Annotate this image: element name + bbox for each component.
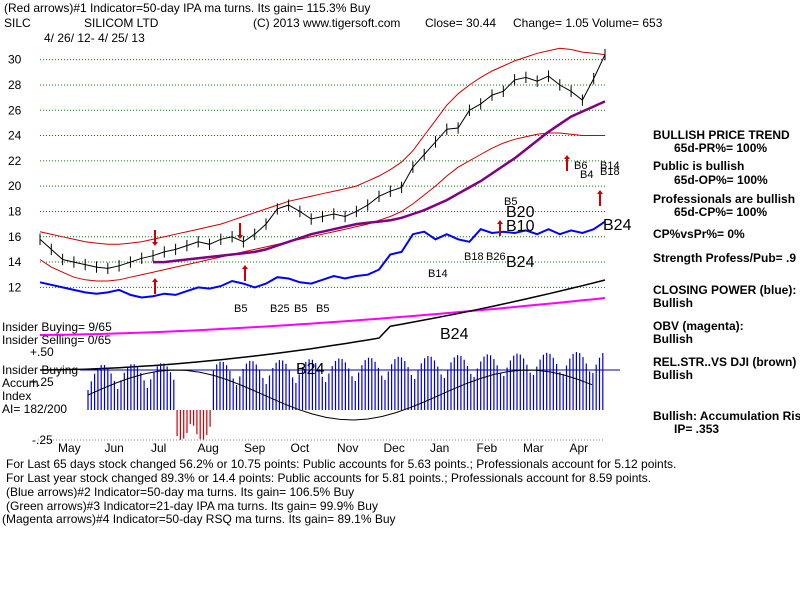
lower-band-line — [39, 132, 605, 282]
annot-b14-right: B14 — [600, 160, 620, 172]
copyright: (C) 2013 www.tigersoft.com — [253, 16, 401, 30]
closing-power-status: Bullish — [653, 296, 694, 310]
obv-label: OBV (magenta): — [653, 319, 744, 333]
change-value: Change= 1.05 — [513, 16, 589, 30]
insider-buying-label: Insider Buying — [2, 363, 79, 377]
accum-label: Accum — [2, 376, 39, 390]
cpvspr-value: CP%vsPr%= 0% — [653, 227, 745, 241]
y-tick-label-24: 24 — [8, 129, 22, 143]
ticker: SILC — [4, 16, 31, 30]
y-tick-label-26: 26 — [8, 103, 22, 117]
obv-line — [39, 297, 606, 336]
footer-line-2: For Last year stock changed 89.3% or 14.… — [6, 471, 652, 485]
x-tick-label-jun: Jun — [105, 441, 124, 455]
ma50-line — [153, 100, 606, 264]
annot-b24-ai: B24 — [296, 361, 325, 378]
upper-band-line — [39, 47, 606, 245]
trend-title: BULLISH PRICE TREND — [653, 128, 790, 142]
x-tick-label-nov: Nov — [337, 441, 358, 455]
close-value: Close= 30.44 — [425, 16, 497, 30]
public-title: Public is bullish — [653, 159, 745, 173]
annot-b10: B10 — [506, 218, 535, 235]
footer-line-4: (Green arrows)#3 Indicator=21-day IPA ma… — [6, 499, 378, 513]
plus-25-label: +.25 — [30, 375, 54, 389]
x-tick-label-dec: Dec — [384, 441, 405, 455]
plus-50-label: +.50 — [30, 345, 54, 359]
annot-b5-a: B5 — [234, 303, 248, 315]
x-tick-label-jan: Jan — [430, 441, 449, 455]
pr-value: 65d-PR%= 100% — [674, 141, 768, 155]
ai-value: AI= 182/200 — [2, 402, 68, 416]
y-tick-label-20: 20 — [8, 179, 22, 193]
closing-power-label: CLOSING POWER (blue): — [653, 283, 797, 297]
annot-b5-c: B5 — [316, 303, 330, 315]
company-name: SILICOM LTD — [84, 16, 159, 30]
prof-title: Professionals are bullish — [653, 192, 796, 206]
y-tick-label-14: 14 — [8, 255, 22, 269]
date-range: 4/ 26/ 12- 4/ 25/ 13 — [44, 31, 145, 45]
annot-b4: B4 — [580, 169, 594, 181]
footer-line-5: (Magenta arrows)#4 Indicator=50-day RSQ … — [2, 512, 396, 526]
strength-value: Strength Profess/Pub= .9 — [653, 251, 797, 265]
index-label: Index — [2, 389, 32, 403]
y-tick-label-12: 12 — [8, 280, 22, 294]
op-value: 65d-OP%= 100% — [674, 173, 768, 187]
annot-b24-right: B24 — [603, 217, 632, 234]
obv-status: Bullish — [653, 332, 694, 346]
relstr-status: Bullish — [653, 368, 694, 382]
footer-line-3: (Blue arrows)#2 Indicator=50-day ma turn… — [6, 485, 355, 499]
annot-b18-right: B18 — [600, 166, 620, 178]
y-tick-label-16: 16 — [8, 230, 22, 244]
annot-b6: B6 — [574, 160, 588, 172]
signal-arrowhead-5 — [597, 190, 603, 194]
annot-b5-feb: B5 — [504, 196, 518, 208]
x-tick-label-mar: Mar — [523, 441, 544, 455]
ai-ma-line — [87, 369, 593, 421]
x-tick-label-apr: Apr — [570, 441, 589, 455]
signal-arrowhead-0 — [152, 242, 158, 246]
ip-value: IP= .353 — [674, 422, 720, 436]
x-tick-label-sep: Sep — [244, 441, 266, 455]
annot-b25: B25 — [270, 303, 290, 315]
x-tick-label-oct: Oct — [291, 441, 310, 455]
header-indicator-line: (Red arrows)#1 Indicator=50-day IPA ma t… — [4, 1, 371, 15]
annot-b26: B26 — [486, 251, 506, 263]
minus-25-label: -.25 — [32, 433, 53, 447]
annot-b14: B14 — [428, 268, 448, 280]
x-tick-label-aug: Aug — [198, 441, 219, 455]
annot-b24-mid: B24 — [506, 254, 535, 271]
insider-selling: Insider Selling= 0/65 — [2, 333, 112, 347]
cp-value: 65d-CP%= 100% — [674, 205, 768, 219]
insider-buying: Insider Buying= 9/65 — [2, 320, 112, 334]
annot-b5-b: B5 — [294, 303, 308, 315]
y-tick-label-18: 18 — [8, 204, 22, 218]
signal-arrowhead-3 — [242, 265, 248, 269]
annot-b24-lower: B24 — [440, 326, 469, 343]
volume-value: Volume= 653 — [592, 16, 663, 30]
signal-arrowhead-2 — [152, 278, 158, 282]
y-tick-label-30: 30 — [8, 53, 22, 67]
price-line — [39, 54, 606, 269]
x-tick-label-jul: Jul — [151, 441, 166, 455]
x-tick-label-may: May — [58, 441, 81, 455]
annot-b20: B20 — [506, 204, 535, 221]
relstr-label: REL.STR..VS DJI (brown) — [653, 355, 797, 369]
signal-arrowhead-6 — [564, 155, 570, 159]
y-tick-label-22: 22 — [8, 154, 22, 168]
x-tick-label-feb: Feb — [477, 441, 498, 455]
footer-line-1: For Last 65 days stock changed 56.2% or … — [6, 457, 677, 471]
signal-arrowhead-4 — [497, 220, 503, 224]
annot-b18: B18 — [464, 251, 484, 263]
accum-status: Bullish: Accumulation Rising — [653, 409, 800, 423]
y-tick-label-28: 28 — [8, 78, 22, 92]
closing-power-line — [39, 220, 606, 299]
signal-arrowhead-1 — [237, 235, 243, 239]
